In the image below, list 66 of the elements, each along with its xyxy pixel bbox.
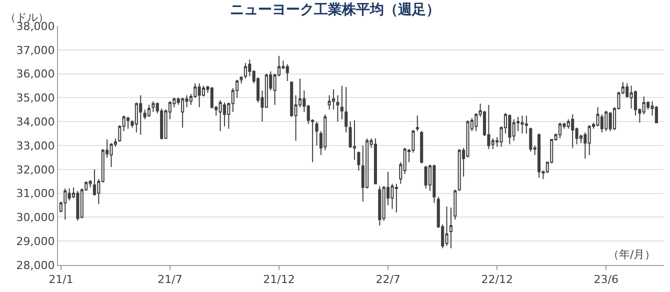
candlestick <box>181 97 184 128</box>
candlestick <box>604 110 608 132</box>
candlestick <box>240 76 243 84</box>
candlestick <box>357 150 360 172</box>
x-axis-title: （年/月） <box>608 248 656 261</box>
candlestick <box>139 94 142 136</box>
candlestick <box>571 114 574 148</box>
y-tick-label: 36,000 <box>16 68 55 81</box>
candlestick <box>432 164 436 204</box>
candlestick <box>538 133 541 178</box>
candlestick <box>454 189 457 220</box>
candlestick <box>198 82 201 108</box>
candlestick <box>340 85 344 120</box>
candlestick <box>420 130 424 164</box>
candlestick <box>520 115 524 134</box>
candlestick <box>524 115 528 134</box>
candlestick <box>110 142 113 168</box>
candlestick <box>152 100 155 113</box>
candlestick <box>508 114 512 145</box>
y-tick-label: 34,000 <box>16 115 55 128</box>
candlestick <box>344 86 348 133</box>
candlestick <box>654 106 658 124</box>
x-tick-label: 23/6 <box>594 273 618 286</box>
y-tick-label: 37,000 <box>16 44 55 57</box>
y-tick-label: 31,000 <box>16 187 55 200</box>
candlestick <box>244 62 247 80</box>
candlestick <box>88 180 92 188</box>
candlestick <box>512 118 516 142</box>
candlestick <box>143 109 146 120</box>
candlestick <box>222 102 226 127</box>
x-tick-label: 21/7 <box>158 273 182 286</box>
candlestick <box>218 100 222 132</box>
candlestick <box>374 138 377 184</box>
y-tick-label: 32,000 <box>16 163 55 176</box>
candlestick <box>64 188 67 220</box>
candlestick <box>424 165 428 190</box>
candlestick <box>449 207 452 249</box>
candlestick <box>315 121 318 146</box>
candlestick <box>352 120 356 160</box>
candlestick <box>458 148 461 192</box>
candlestick <box>588 124 591 156</box>
x-tick-label: 21/12 <box>263 273 295 286</box>
candlestick <box>286 64 289 82</box>
candlestick <box>126 116 130 130</box>
y-tick-label: 30,000 <box>16 211 55 224</box>
candlestick <box>76 190 80 222</box>
candlestick <box>445 206 448 246</box>
y-tick-label: 35,000 <box>16 92 55 105</box>
candlestick <box>147 104 151 118</box>
x-tick-label: 21/1 <box>48 273 74 286</box>
candlestick <box>324 114 327 151</box>
candlestick <box>608 112 612 132</box>
candlestick <box>336 94 340 122</box>
chart-title: ニューヨーク工業株平均（週足） <box>230 2 440 18</box>
y-tick-label: 33,000 <box>16 139 55 152</box>
y-tick-label: 28,000 <box>16 258 55 272</box>
candlestick <box>332 88 336 110</box>
x-tick-label: 22/12 <box>481 273 513 286</box>
candlestick <box>487 104 490 150</box>
x-tick-label: 22/7 <box>376 273 400 286</box>
candlestick <box>416 115 419 132</box>
candlestick <box>394 183 398 213</box>
candlestick <box>378 186 382 226</box>
y-tick-label: 29,000 <box>16 234 55 248</box>
candlestick <box>558 122 562 139</box>
candlestick <box>529 127 532 152</box>
